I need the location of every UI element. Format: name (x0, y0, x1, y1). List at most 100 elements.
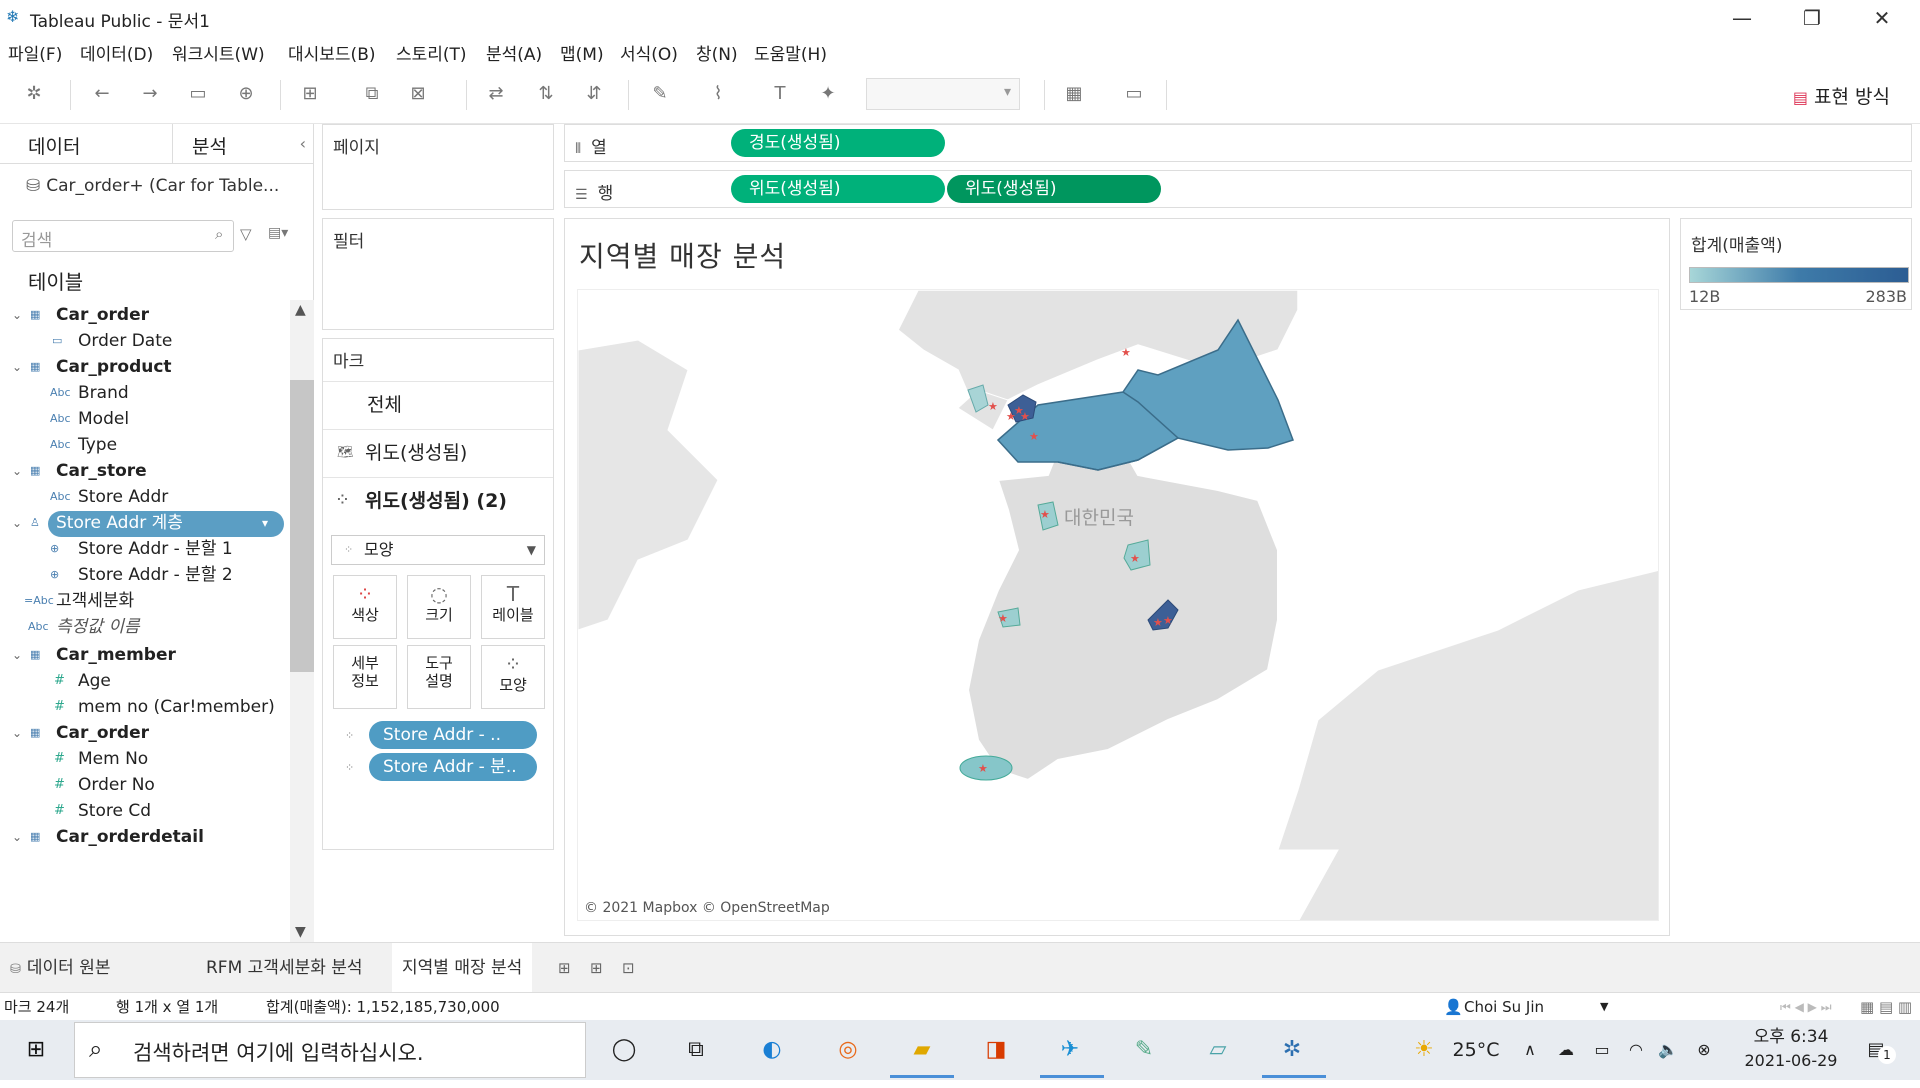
table-row[interactable]: ⌄ ▦ Car_orderdetail (0, 822, 290, 852)
battery-icon[interactable]: ▭ (1594, 1040, 1610, 1059)
field-row[interactable]: # mem no (Car!member) (0, 692, 290, 722)
sort-ascending-icon[interactable]: ⇅ (538, 83, 554, 104)
ime-icon[interactable]: ⊗ (1697, 1040, 1711, 1059)
field-row[interactable]: Abc 측정값 이름 (0, 612, 290, 642)
windows-start-icon[interactable]: ⊞ (26, 1037, 46, 1062)
columns-shelf[interactable]: ⦀ 열 경도(생성됨) (564, 124, 1912, 162)
highlight-icon[interactable]: ✎ (652, 83, 668, 104)
collapse-pane-icon[interactable]: ‹ (299, 134, 306, 153)
field-row[interactable]: ▭ Order Date (0, 326, 290, 356)
task-view-icon[interactable]: ⧉ (688, 1037, 704, 1062)
undo-icon[interactable]: ← (94, 83, 110, 104)
view-grid-icons[interactable]: ▦ ▤ ▥ (1860, 998, 1913, 1016)
clock-time[interactable]: 오후 6:34 (1753, 1027, 1829, 1047)
menu-dashboard[interactable]: 대시보드(B) (288, 45, 376, 65)
weather-icon[interactable]: ☀ (1414, 1037, 1434, 1062)
search-input[interactable]: 검색 (12, 220, 234, 252)
redo-icon[interactable]: → (142, 83, 158, 104)
chevron-down-icon[interactable]: ⌄ (12, 830, 23, 844)
table-row[interactable]: ⌄ ▦ Car_product (0, 352, 290, 382)
detail-button[interactable]: 세부 정보 (333, 645, 397, 709)
marks-all-tab[interactable]: 전체 (323, 381, 553, 427)
field-row[interactable]: Abc Type (0, 430, 290, 460)
field-row[interactable]: # Store Cd (0, 796, 290, 826)
menu-help[interactable]: 도움말(H) (754, 45, 827, 65)
clear-sheet-icon[interactable]: ⊠ (410, 83, 426, 104)
tooltip-button[interactable]: 도구 설명 (407, 645, 471, 709)
label-button[interactable]: T 레이블 (481, 575, 545, 639)
field-row[interactable]: ⊕ Store Addr - 분할 1 (0, 534, 290, 564)
menu-format[interactable]: 서식(O) (620, 45, 678, 65)
chevron-down-icon[interactable]: ⌄ (12, 516, 23, 530)
chevron-down-icon[interactable]: ⌄ (12, 648, 23, 662)
cloud-icon[interactable]: ☁ (1558, 1040, 1574, 1059)
table-row[interactable]: ⌄ ▦ Car_store (0, 456, 290, 486)
tableau-taskbar-icon[interactable]: ✲ (1282, 1037, 1302, 1062)
menu-analysis[interactable]: 분석(A) (486, 45, 543, 65)
swap-icon[interactable]: ⇄ (488, 83, 504, 104)
new-datasource-icon[interactable]: ⊕ (238, 83, 254, 104)
rows-shelf[interactable]: ☰ 행 위도(생성됨) 위도(생성됨) (564, 170, 1912, 208)
clock-date[interactable]: 2021-06-29 (1744, 1051, 1838, 1070)
group-icon[interactable]: ⌇ (713, 83, 723, 104)
field-row[interactable]: # Order No (0, 770, 290, 800)
tab-data-source[interactable]: ⛁ 데이터 원본 (0, 943, 121, 993)
restore-button[interactable]: ❐ (1803, 6, 1821, 30)
minimize-button[interactable]: — (1732, 6, 1752, 30)
paint-icon[interactable]: ✎ (1134, 1037, 1154, 1062)
notes-icon[interactable]: ▱ (1209, 1037, 1227, 1062)
sheet-nav-icons[interactable]: ⏮ ◀ ▶ ⏭ (1780, 1000, 1832, 1014)
pin-icon[interactable]: ✦ (820, 83, 836, 104)
marks-lat2-tab[interactable]: ⁘ 위도(생성됨) (2) (323, 477, 553, 523)
view-options-icon[interactable]: ▤▾ (268, 225, 289, 241)
new-dashboard-icon[interactable]: ⊞ (590, 959, 603, 977)
chevron-down-icon[interactable]: ▼ (1600, 1000, 1609, 1013)
filter-icon[interactable]: ▽ (240, 225, 252, 243)
new-story-icon[interactable]: ⊡ (622, 959, 635, 977)
field-row[interactable]: # Mem No (0, 744, 290, 774)
columns-pill-longitude[interactable]: 경도(생성됨) (731, 129, 945, 157)
tableau-home-icon[interactable]: ✲ (26, 83, 42, 104)
marks-pill-addr2[interactable]: Store Addr - 분.. (369, 753, 537, 781)
pages-card[interactable]: 페이지 (322, 124, 554, 210)
menu-window[interactable]: 창(N) (696, 45, 738, 65)
menu-file[interactable]: 파일(F) (8, 45, 63, 65)
marks-pill-addr1[interactable]: Store Addr - .. (369, 721, 537, 749)
text-label-icon[interactable]: T (774, 83, 786, 104)
marks-lat1-tab[interactable]: 🗺 위도(생성됨) (323, 429, 553, 475)
size-button[interactable]: ◌ 크기 (407, 575, 471, 639)
tab-regional-store[interactable]: 지역별 매장 분석 (392, 943, 533, 993)
tab-data[interactable]: 데이터 (28, 136, 81, 158)
taskbar-search[interactable]: ⌕ 검색하려면 여기에 입력하십시오. (74, 1022, 586, 1078)
chevron-up-icon[interactable]: ∧ (1524, 1040, 1536, 1059)
table-row[interactable]: ⌄ ▦ Car_order (0, 300, 290, 330)
user-name[interactable]: Choi Su Jin (1464, 998, 1544, 1016)
table-row[interactable]: ⌄ ▦ Car_order (0, 718, 290, 748)
ebook-icon[interactable]: ✈ (1060, 1037, 1080, 1062)
chevron-down-icon[interactable]: ⌄ (12, 464, 23, 478)
cortana-icon[interactable]: ◯ (611, 1037, 637, 1062)
menu-map[interactable]: 맵(M) (560, 45, 604, 65)
field-row[interactable]: ⊕ Store Addr - 분할 2 (0, 560, 290, 590)
filters-card[interactable]: 필터 (322, 218, 554, 330)
chevron-down-icon[interactable]: ⌄ (12, 308, 23, 322)
field-row[interactable]: Abc Store Addr (0, 482, 290, 512)
table-row[interactable]: ⌄ ▦ Car_member (0, 640, 290, 670)
new-worksheet-icon[interactable]: ⊞ (558, 959, 571, 977)
field-row[interactable]: Abc Model (0, 404, 290, 434)
presentation-mode-icon[interactable]: ▭ (1125, 83, 1143, 104)
sort-descending-icon[interactable]: ⇵ (586, 83, 602, 104)
close-button[interactable]: ✕ (1873, 6, 1891, 30)
shape-button[interactable]: ⁘ 모양 (481, 645, 545, 709)
rows-pill-latitude-2[interactable]: 위도(생성됨) (947, 175, 1161, 203)
datasource-item[interactable]: ⛁ Car_order+ (Car for Table... (26, 176, 279, 196)
chevron-down-icon[interactable]: ⌄ (12, 360, 23, 374)
jupyter-icon[interactable]: ◎ (838, 1037, 858, 1062)
chevron-down-icon[interactable]: ⌄ (12, 726, 23, 740)
data-pane-scrollbar[interactable]: ▲ ▼ (290, 300, 314, 942)
rows-pill-latitude-1[interactable]: 위도(생성됨) (731, 175, 945, 203)
menu-data[interactable]: 데이터(D) (80, 45, 154, 65)
tab-analysis[interactable]: 분석 (192, 136, 227, 158)
field-row[interactable]: Abc Brand (0, 378, 290, 408)
scroll-down-icon[interactable]: ▼ (295, 924, 306, 940)
